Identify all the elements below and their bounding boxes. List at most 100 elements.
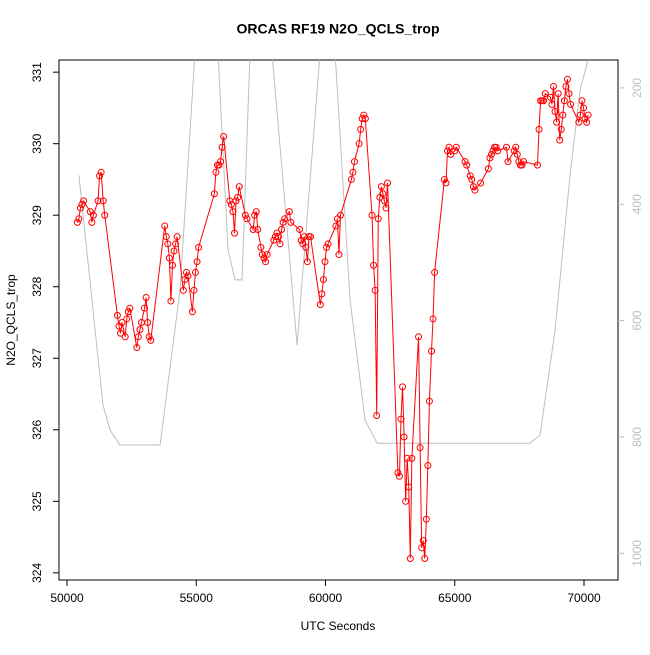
point [136,326,144,334]
point [466,172,474,180]
point [373,411,381,419]
point [384,179,392,187]
point [117,329,125,337]
point [486,154,494,162]
point [173,233,181,241]
point [141,304,149,312]
point [349,168,357,176]
point [421,555,429,563]
point [319,276,327,284]
y-tick-label: 325 [30,491,44,511]
point [368,211,376,219]
point [235,183,243,191]
point [335,251,343,259]
point [182,268,190,276]
point [447,150,455,158]
y-axis-label: N2O_QCLS_trop [4,274,18,366]
point [229,208,237,216]
point [395,472,403,480]
point [471,186,479,194]
point [126,304,134,312]
point [400,433,408,441]
point [484,165,492,173]
point [215,161,223,169]
point [274,233,282,241]
point [217,158,225,166]
point [243,215,251,223]
point [468,175,476,183]
point [271,233,279,241]
point [567,100,575,108]
point [332,222,340,230]
chart-title: ORCAS RF19 N2O_QCLS_trop [236,21,439,37]
point [94,197,102,205]
point [251,211,259,219]
y-tick-label: 331 [30,62,44,82]
point [118,319,126,327]
point [231,229,239,237]
point [416,444,424,452]
point [347,175,355,183]
pressure-line [78,60,589,446]
point [220,133,228,141]
point [445,143,453,151]
point [227,200,235,208]
point [124,308,132,316]
point [172,240,180,248]
point [161,222,169,230]
point [123,315,131,323]
point [89,211,97,219]
point [73,218,81,226]
x-tick-label: 70000 [567,591,601,605]
point [355,140,363,148]
point [258,251,266,259]
point [562,82,570,90]
point [279,218,287,226]
point [257,243,265,251]
point [145,333,153,341]
point [452,143,460,151]
point [296,226,304,234]
point [415,333,423,341]
point [193,258,201,266]
point [212,168,220,176]
point [270,236,278,244]
point [399,383,407,391]
point [360,111,368,119]
point [323,243,331,251]
point [405,483,413,491]
point [533,161,541,169]
point [303,258,311,266]
point [550,82,558,90]
point [96,172,104,180]
point [370,261,378,269]
y-tick-label: 330 [30,133,44,153]
point [584,111,592,119]
point [281,215,289,223]
point [551,107,559,115]
point [451,147,459,155]
point [403,454,411,462]
point [358,115,366,123]
point [565,90,573,98]
point [134,333,142,341]
point [442,179,450,187]
y2-tick-label: 800 [630,427,644,447]
point [167,297,175,305]
point [374,215,382,223]
point [380,197,388,205]
point [419,537,427,545]
point [276,240,284,248]
point [350,158,358,166]
point [397,415,405,423]
point [263,251,271,259]
point [575,118,583,126]
y-tick-label: 329 [30,205,44,225]
point [324,240,332,248]
point [477,179,485,187]
point [361,115,369,123]
point [262,258,270,266]
point [431,268,439,276]
